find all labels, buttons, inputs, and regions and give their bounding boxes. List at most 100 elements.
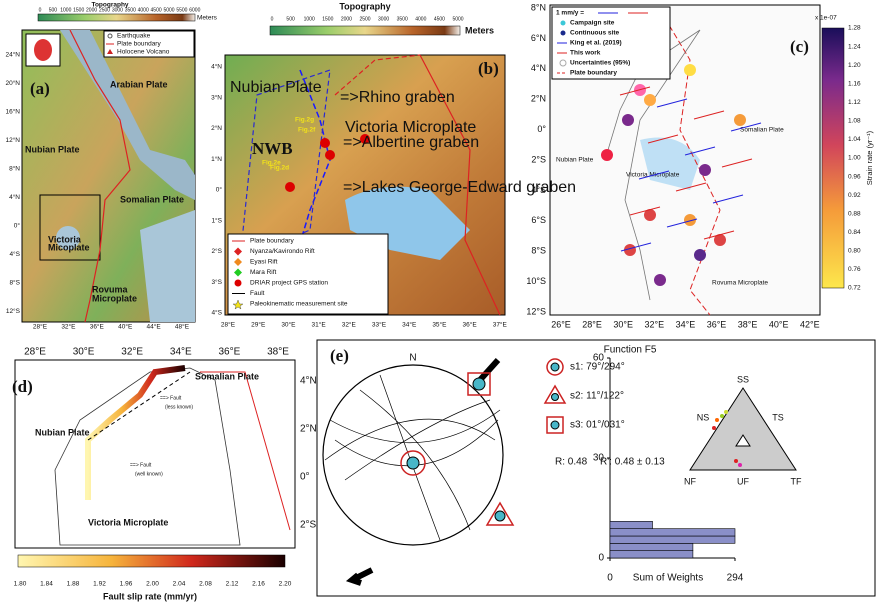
stress-label: s1: 79°/294° — [570, 362, 625, 373]
lon-tick-label: 28°E — [582, 319, 602, 329]
strain-site — [654, 274, 666, 286]
legend-entry: Uncertainties (95%) — [570, 60, 630, 67]
colorbar-tick-label: 4500 — [151, 7, 162, 13]
legend-symbol — [559, 59, 567, 67]
colorbar-tick-label: 2.00 — [146, 581, 159, 588]
colorbar-tick-label: 0 — [271, 16, 274, 22]
lat-tick-label: 24°N — [5, 51, 20, 59]
strain-site — [601, 149, 613, 161]
legend-symbol — [234, 247, 242, 256]
colorbar-tick-label: 1.20 — [848, 62, 861, 69]
colorbar-tick-label: 5500 — [176, 7, 187, 13]
colorbar-tick-label: 1000 — [60, 7, 71, 13]
strain-site — [734, 114, 746, 126]
fault-slip — [85, 365, 186, 500]
strain-site — [622, 114, 634, 126]
plate-boundary — [200, 371, 291, 531]
annotation: (less known) — [165, 404, 193, 410]
lon-tick-label: 34°E — [402, 321, 417, 329]
ternary-point — [715, 418, 719, 422]
ocean — [140, 210, 195, 322]
panel-label: (b) — [478, 59, 499, 78]
legend-entry: Campaign site — [570, 20, 615, 27]
velocity-vector — [620, 242, 652, 252]
lon-tick-label: 28°E — [33, 323, 48, 331]
inset-globe — [34, 39, 52, 61]
lon-tick-label: 32°E — [121, 347, 143, 358]
y-tick-label: 30 — [593, 453, 605, 464]
lat-tick-label: 1°N — [211, 155, 222, 163]
legend-symbol — [234, 268, 242, 277]
colorbar-tick-label: 1.92 — [93, 581, 106, 588]
place-label: Nubian Plate — [230, 79, 322, 96]
lon-tick-label: 32°E — [342, 321, 357, 329]
legend-box — [103, 30, 195, 58]
colorbar-tick-label: 1.08 — [848, 118, 861, 125]
lon-tick-label: 36°E — [463, 321, 478, 329]
legend-s1 — [546, 358, 564, 376]
lat-tick-label: 8°N — [9, 165, 20, 173]
velocity-vector — [619, 86, 651, 96]
country-borders — [54, 367, 241, 546]
legend-entry: Plate boundary — [570, 70, 617, 77]
annotation: ==> Fault — [160, 395, 182, 401]
lat-tick-label: 2°N — [300, 424, 317, 435]
colorbar-tick-label: 2.12 — [226, 581, 239, 588]
ternary-label: TS — [772, 412, 784, 422]
s3-symbol — [467, 372, 491, 396]
legend-symbol — [107, 49, 113, 54]
legend-s3 — [546, 416, 564, 434]
legend-entry: 1 mm/y = — [556, 10, 584, 17]
lon-tick-label: 28°E — [221, 321, 236, 329]
colorbar — [17, 554, 286, 568]
velocity-vector — [693, 110, 725, 120]
velocity-vector — [666, 218, 698, 228]
colorbar-tick-label: 1.00 — [848, 155, 861, 162]
velocity-vector — [638, 170, 670, 180]
figure-ref: Fig.2g — [295, 117, 314, 124]
lake — [56, 226, 80, 250]
colorbar-tick-label: 1500 — [73, 7, 84, 13]
lat-tick-label: 0° — [300, 472, 310, 483]
colorbar-exponent: x 1e-07 — [815, 15, 837, 22]
lat-tick-label: 2°S — [211, 247, 222, 255]
velocity-vector — [712, 194, 744, 204]
legend-symbol — [234, 258, 242, 266]
lat-tick-label: 0° — [216, 186, 223, 194]
lon-tick-label: 34°E — [170, 347, 192, 358]
legend-entry: Plate boundary — [117, 41, 161, 48]
legend-symbol — [560, 20, 566, 26]
lat-tick-label: 16°N — [5, 108, 20, 116]
colorbar-title: Fault slip rate (mm/yr) — [103, 591, 197, 601]
lat-tick-label: 1°S — [211, 216, 222, 224]
north-label: N — [409, 353, 416, 364]
legend-entry: Holocene Volcano — [117, 49, 170, 56]
colorbar-title: Topography — [339, 1, 390, 11]
ratio-label: R': 0.48 ± 0.13 — [600, 457, 665, 468]
lon-tick-label: 30°E — [613, 319, 633, 329]
place-label: Nubian Plate — [556, 157, 594, 164]
colorbar-tick-label: 1.04 — [848, 136, 861, 143]
ternary-point — [720, 414, 724, 418]
s1-symbol — [400, 450, 426, 476]
legend-entry: Plate boundary — [250, 238, 294, 245]
lon-tick-label: 35°E — [432, 321, 447, 329]
legend-entry: This work — [570, 50, 601, 57]
lon-tick-label: 38°E — [738, 319, 758, 329]
lat-tick-label: 2°S — [531, 154, 546, 164]
colorbar-tick-label: 3000 — [112, 7, 123, 13]
colorbar-tick-label: 2500 — [359, 16, 370, 22]
colorbar-tick-label: 1.28 — [848, 25, 861, 32]
panel-label: (c) — [790, 37, 809, 56]
colorbar-tick-label: 1.80 — [14, 581, 27, 588]
lat-tick-label: 4°S — [211, 309, 222, 317]
lon-tick-label: 37°E — [493, 321, 508, 329]
lat-tick-label: 6°N — [531, 33, 546, 43]
lat-tick-label: 4°N — [531, 63, 546, 73]
map-d — [14, 359, 296, 549]
legend-symbol — [560, 30, 566, 36]
lon-tick-label: 36°E — [219, 347, 241, 358]
place-label: =>Rhino graben — [340, 89, 455, 106]
lon-tick-label: 40°E — [769, 319, 789, 329]
place-label: Arabian Plate — [110, 79, 168, 89]
